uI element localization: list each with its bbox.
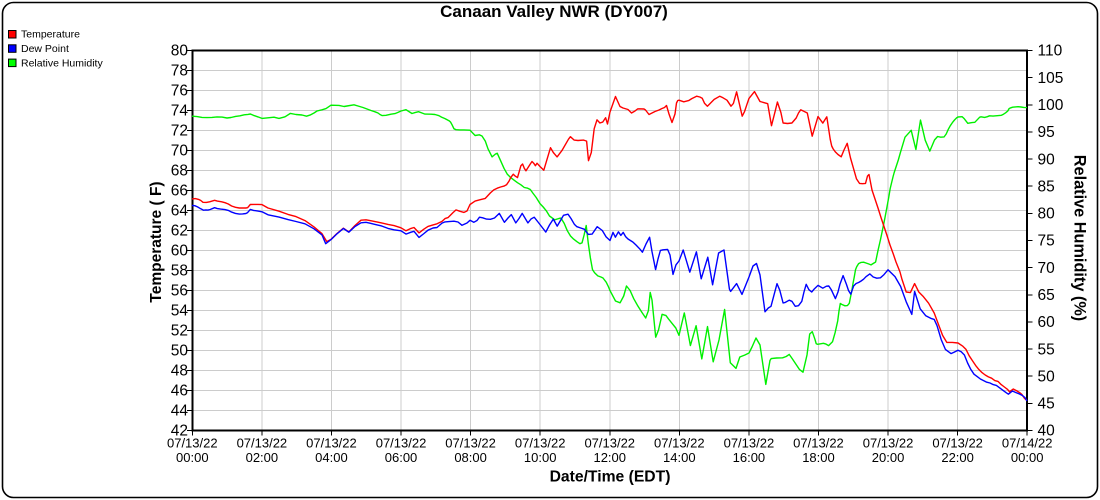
svg-text:45: 45 [1038, 396, 1055, 413]
svg-text:50: 50 [171, 343, 189, 360]
svg-text:07/13/22: 07/13/22 [445, 436, 496, 451]
svg-text:07/13/22: 07/13/22 [932, 436, 983, 451]
svg-text:Temperature ( F): Temperature ( F) [148, 181, 165, 302]
svg-text:07/13/22: 07/13/22 [237, 436, 288, 451]
svg-text:07/13/22: 07/13/22 [167, 436, 218, 451]
svg-text:80: 80 [1038, 206, 1056, 223]
svg-text:07/13/22: 07/13/22 [793, 436, 844, 451]
svg-text:100: 100 [1038, 97, 1064, 114]
svg-text:Relative Humidity: Relative Humidity [21, 57, 103, 69]
svg-text:95: 95 [1038, 124, 1055, 141]
svg-text:105: 105 [1038, 70, 1064, 87]
svg-text:60: 60 [171, 243, 189, 260]
svg-text:65: 65 [1038, 287, 1055, 304]
svg-text:02:00: 02:00 [246, 450, 279, 465]
svg-text:00:00: 00:00 [176, 450, 209, 465]
svg-text:48: 48 [171, 363, 188, 380]
svg-text:10:00: 10:00 [524, 450, 557, 465]
svg-text:Temperature: Temperature [21, 29, 80, 41]
svg-text:90: 90 [1038, 151, 1056, 168]
svg-text:07/13/22: 07/13/22 [306, 436, 357, 451]
svg-text:07/13/22: 07/13/22 [654, 436, 705, 451]
svg-text:07/13/22: 07/13/22 [584, 436, 635, 451]
svg-text:Date/Time (EDT): Date/Time (EDT) [550, 469, 671, 486]
svg-text:76: 76 [171, 83, 188, 100]
svg-text:85: 85 [1038, 178, 1055, 195]
svg-text:Dew Point: Dew Point [21, 43, 69, 55]
svg-text:07/13/22: 07/13/22 [724, 436, 775, 451]
svg-text:52: 52 [171, 323, 188, 340]
svg-text:54: 54 [171, 303, 189, 320]
svg-text:08:00: 08:00 [454, 450, 487, 465]
svg-text:18:00: 18:00 [802, 450, 835, 465]
svg-text:110: 110 [1038, 43, 1063, 60]
svg-text:40: 40 [1038, 423, 1056, 440]
svg-text:58: 58 [171, 263, 188, 280]
svg-text:46: 46 [171, 383, 188, 400]
svg-text:12:00: 12:00 [593, 450, 626, 465]
svg-text:56: 56 [171, 283, 188, 300]
svg-text:07/13/22: 07/13/22 [376, 436, 427, 451]
svg-text:06:00: 06:00 [385, 450, 418, 465]
svg-text:44: 44 [171, 403, 189, 420]
svg-text:62: 62 [171, 223, 188, 240]
svg-text:60: 60 [1038, 314, 1056, 331]
svg-text:22:00: 22:00 [941, 450, 974, 465]
svg-text:80: 80 [171, 43, 189, 60]
svg-text:07/13/22: 07/13/22 [515, 436, 566, 451]
svg-text:78: 78 [171, 63, 188, 80]
svg-text:00:00: 00:00 [1011, 450, 1044, 465]
svg-text:20:00: 20:00 [872, 450, 905, 465]
svg-text:72: 72 [171, 123, 188, 140]
svg-text:70: 70 [1038, 260, 1056, 277]
svg-text:Relative Humidity (%): Relative Humidity (%) [1071, 155, 1089, 321]
svg-text:50: 50 [1038, 368, 1056, 385]
svg-text:75: 75 [1038, 233, 1055, 250]
svg-text:42: 42 [171, 423, 188, 440]
svg-text:68: 68 [171, 163, 188, 180]
svg-text:07/14/22: 07/14/22 [1002, 436, 1053, 451]
svg-text:16:00: 16:00 [733, 450, 766, 465]
svg-text:70: 70 [171, 143, 189, 160]
svg-text:66: 66 [171, 183, 188, 200]
svg-text:07/13/22: 07/13/22 [863, 436, 914, 451]
svg-text:64: 64 [171, 203, 189, 220]
svg-text:04:00: 04:00 [315, 450, 348, 465]
svg-text:Canaan Valley NWR (DY007): Canaan Valley NWR (DY007) [440, 2, 668, 21]
svg-text:14:00: 14:00 [663, 450, 696, 465]
svg-text:74: 74 [171, 103, 189, 120]
svg-text:55: 55 [1038, 341, 1055, 358]
